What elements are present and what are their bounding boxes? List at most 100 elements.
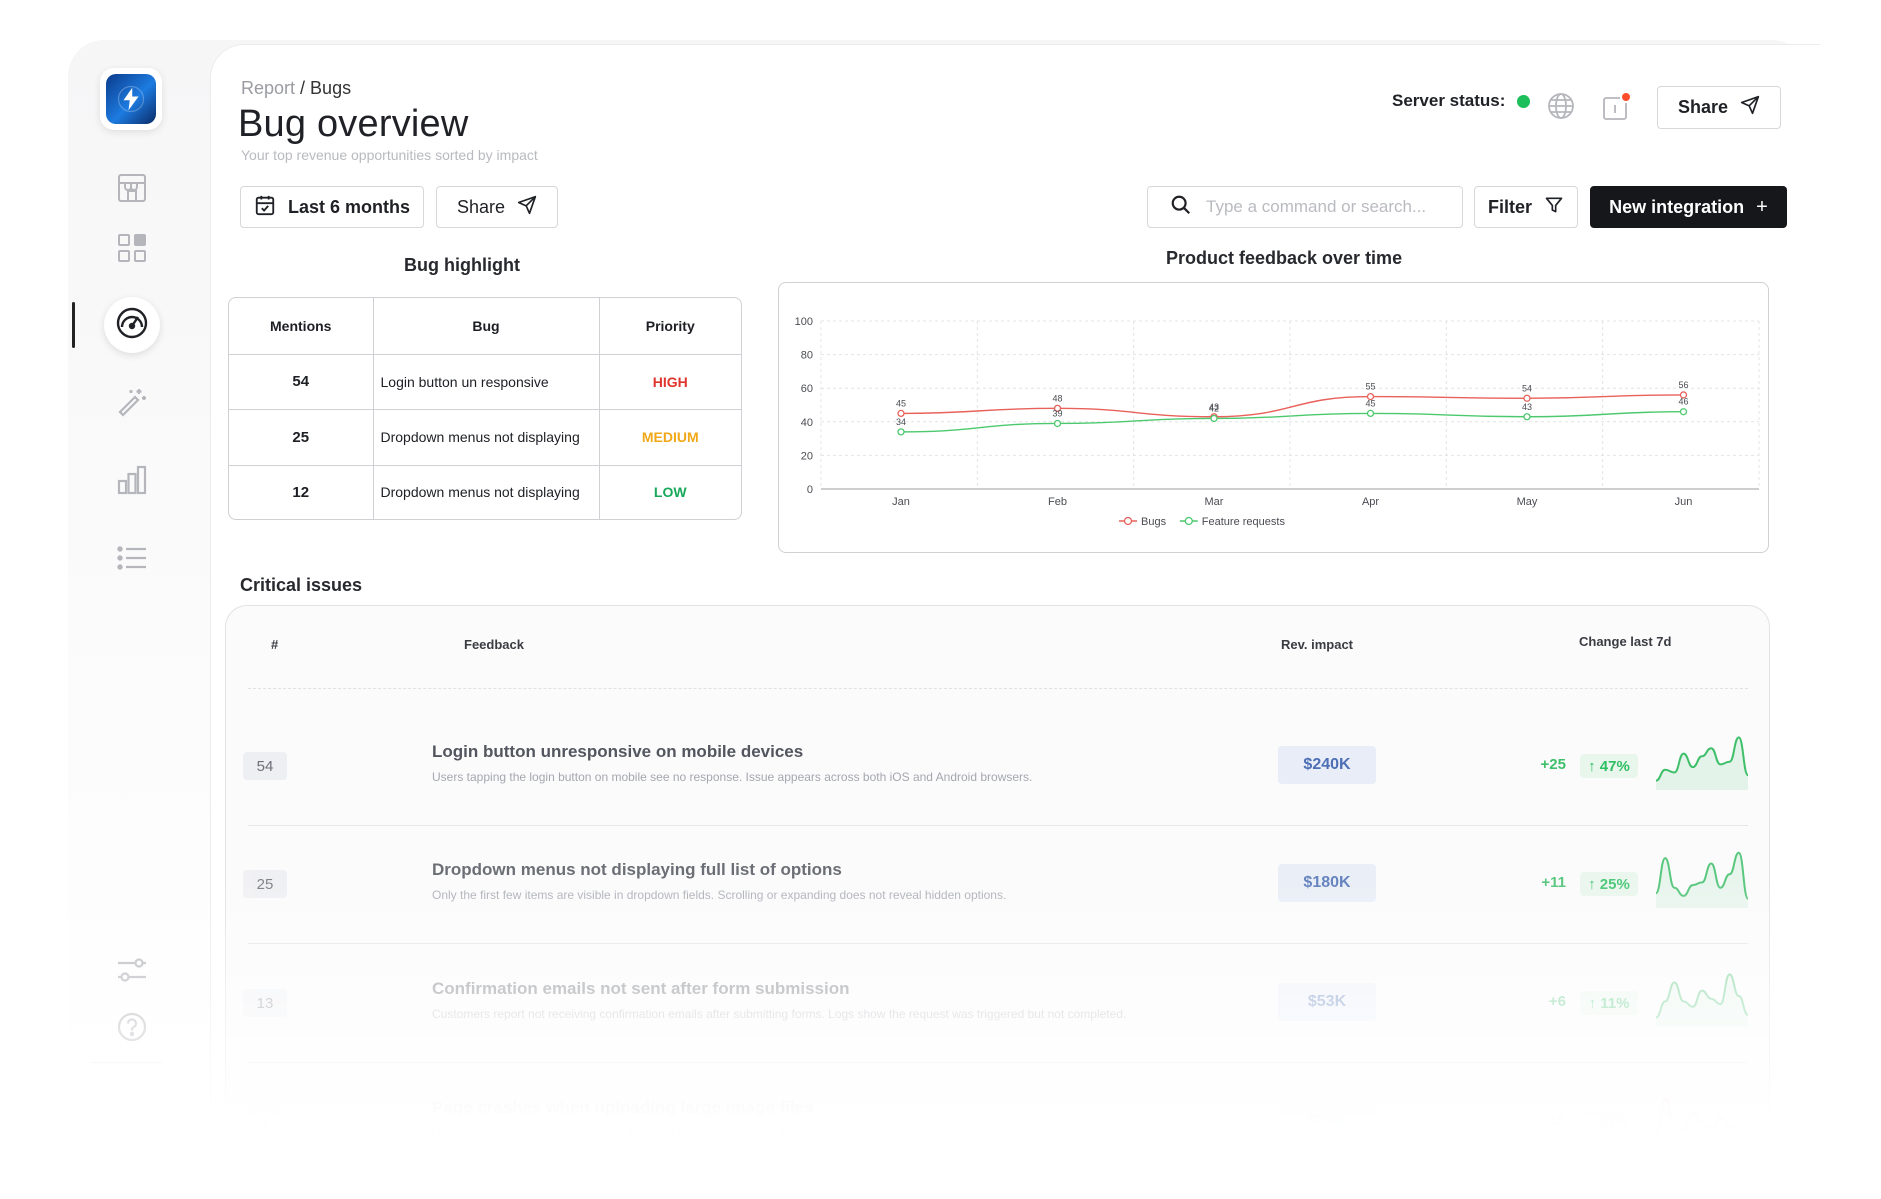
command-search[interactable] bbox=[1147, 186, 1463, 228]
filter-button[interactable]: Filter bbox=[1474, 186, 1578, 228]
rev-impact-badge: $240K bbox=[1278, 746, 1376, 784]
feedback-line-chart: 0 20 40 60 80 100 Jan Feb Mar Apr May Jun 45 48 43 55 54… bbox=[795, 316, 1760, 528]
x-tick-label: Apr bbox=[1362, 496, 1379, 508]
chart-title: Product feedback over time bbox=[1166, 248, 1403, 268]
bug-highlight-title: Bug highlight bbox=[404, 255, 520, 275]
globe-button[interactable] bbox=[1546, 92, 1576, 125]
data-point bbox=[1523, 413, 1531, 421]
header-share-button[interactable]: Share bbox=[1657, 86, 1781, 129]
x-tick-label: May bbox=[1517, 496, 1538, 508]
y-tick-label: 20 bbox=[801, 450, 813, 462]
x-tick-label: Mar bbox=[1205, 496, 1224, 508]
sparkline bbox=[1656, 851, 1748, 908]
issue-row[interactable]: 25 Dropdown menus not displaying full lis… bbox=[226, 846, 1769, 964]
rev-impact-badge: $180K bbox=[1278, 864, 1376, 902]
priority-cell: LOW bbox=[653, 484, 687, 501]
breadcrumb-parent[interactable]: Report bbox=[241, 78, 296, 98]
issue-title: Login button unresponsive on mobile devi… bbox=[432, 742, 804, 761]
server-status: Server status: bbox=[1392, 91, 1531, 111]
sidebar-item-settings[interactable] bbox=[104, 944, 160, 1000]
column-header-change: Change last 7d bbox=[1579, 634, 1672, 649]
toolbar-share-label: Share bbox=[456, 196, 506, 217]
filter-icon bbox=[1544, 195, 1564, 220]
data-label: 43 bbox=[1522, 402, 1532, 412]
sidebar-item-dashboard[interactable] bbox=[104, 222, 160, 278]
change-delta: +6 bbox=[1548, 993, 1566, 1010]
issue-row[interactable]: 13 Confirmation emails not sent after for… bbox=[226, 965, 1769, 1083]
date-range-label: Last 6 months bbox=[287, 196, 411, 217]
change-percent-badge: ↓ 47% bbox=[1580, 1110, 1638, 1134]
mentions-cell: 12 bbox=[229, 465, 374, 519]
sparkline bbox=[1656, 736, 1748, 790]
list-icon bbox=[115, 541, 149, 580]
data-label: 56 bbox=[1678, 380, 1688, 390]
sparkline-area bbox=[1656, 737, 1748, 790]
x-tick-label: Jun bbox=[1675, 496, 1693, 508]
series-line bbox=[900, 394, 1684, 418]
bug-cell: Dropdown menus not displaying bbox=[373, 465, 600, 519]
toolbar-share-button[interactable]: Share bbox=[436, 186, 558, 228]
breadcrumb-separator: / bbox=[295, 78, 311, 98]
table-row[interactable]: 25 Dropdown menus not displaying MEDIUM bbox=[229, 409, 741, 466]
sliders-icon bbox=[115, 953, 149, 992]
plus-icon: + bbox=[1756, 195, 1768, 218]
data-point bbox=[897, 428, 905, 436]
issue-description: Customers report not receiving confirmat… bbox=[432, 1007, 1127, 1021]
issue-title: Page crashes when uploading large image … bbox=[432, 1098, 814, 1117]
table-row[interactable]: 54 Login button un responsive HIGH bbox=[229, 354, 741, 410]
bug-cell: Dropdown menus not displaying bbox=[373, 409, 600, 466]
app-logo[interactable] bbox=[100, 68, 162, 130]
header-divider bbox=[248, 688, 1748, 689]
sidebar-item-list[interactable] bbox=[104, 532, 160, 588]
issue-index: 13 bbox=[243, 989, 287, 1017]
bar-chart-icon bbox=[115, 463, 149, 502]
data-point bbox=[1210, 414, 1218, 423]
data-point bbox=[1366, 409, 1375, 418]
lightning-logo-icon bbox=[106, 74, 156, 124]
server-status-indicator bbox=[1517, 94, 1531, 108]
row-divider bbox=[248, 943, 1748, 944]
data-point bbox=[1523, 394, 1531, 402]
globe-icon bbox=[1547, 92, 1575, 125]
sidebar-item-help[interactable] bbox=[104, 1001, 160, 1057]
calendar-icon bbox=[254, 194, 276, 221]
column-header-mentions: Mentions bbox=[229, 298, 374, 355]
send-icon bbox=[1740, 95, 1760, 120]
data-label: 48 bbox=[1052, 393, 1062, 403]
search-input[interactable] bbox=[1206, 197, 1446, 217]
data-label: 39 bbox=[1052, 408, 1062, 418]
column-header-index: # bbox=[271, 637, 279, 652]
sidebar-item-performance[interactable] bbox=[104, 297, 160, 353]
issue-title: Confirmation emails not sent after form … bbox=[432, 979, 850, 998]
notifications-button[interactable] bbox=[1600, 91, 1632, 123]
x-tick-label: Feb bbox=[1048, 496, 1067, 508]
column-header-priority: Priority bbox=[599, 298, 741, 355]
issue-description: Uploading images over 5MB causes the pag… bbox=[432, 1126, 991, 1140]
active-indicator bbox=[72, 302, 75, 348]
row-divider bbox=[248, 825, 1748, 826]
bug-highlight-table: Mentions Bug Priority 54 Login button un… bbox=[228, 297, 742, 520]
issue-index: 2 bbox=[243, 1108, 287, 1136]
y-tick-label: 100 bbox=[795, 316, 813, 328]
breadcrumb-current: Bugs bbox=[310, 78, 352, 98]
change-percent-badge: ↑ 47% bbox=[1580, 754, 1638, 778]
sidebar-item-analytics[interactable] bbox=[104, 454, 160, 510]
y-tick-label: 40 bbox=[801, 417, 813, 429]
issue-index: 25 bbox=[243, 870, 287, 898]
change-percent-badge: ↑ 25% bbox=[1580, 872, 1638, 896]
search-icon bbox=[1170, 194, 1192, 221]
sidebar-item-store[interactable] bbox=[104, 162, 160, 218]
issue-row[interactable]: 2 Page crashes when uploading large image… bbox=[226, 1084, 1769, 1199]
change-delta: +25 bbox=[1540, 756, 1566, 773]
new-integration-label: New integration bbox=[1609, 196, 1745, 217]
issue-row[interactable]: 54 Login button unresponsive on mobile de… bbox=[226, 728, 1769, 846]
filter-label: Filter bbox=[1487, 196, 1532, 217]
date-range-button[interactable]: Last 6 months bbox=[240, 186, 424, 228]
help-icon bbox=[116, 1011, 148, 1048]
table-header-row: Mentions Bug Priority bbox=[229, 298, 741, 355]
legend-label: Bugs bbox=[1141, 516, 1167, 528]
sidebar-item-magic[interactable] bbox=[104, 376, 160, 432]
table-row[interactable]: 12 Dropdown menus not displaying LOW bbox=[229, 465, 741, 519]
new-integration-button[interactable]: New integration + bbox=[1590, 186, 1787, 228]
priority-cell: HIGH bbox=[599, 354, 741, 410]
